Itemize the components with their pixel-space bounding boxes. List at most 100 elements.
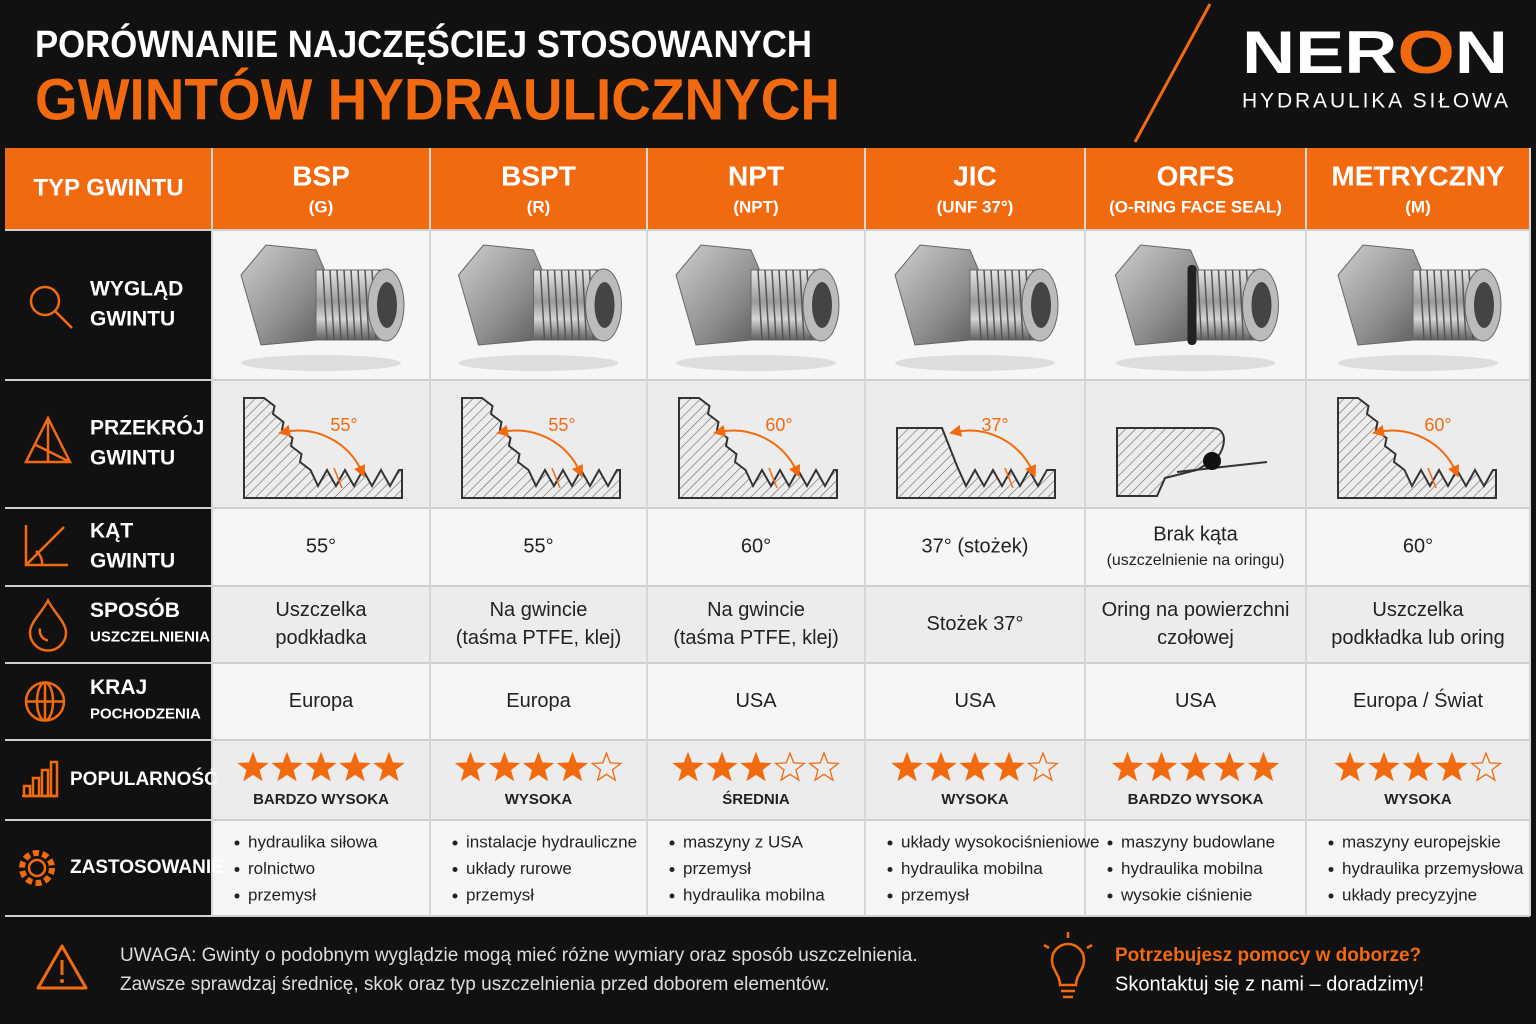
application: hydraulika mobilna: [683, 885, 825, 904]
star-filled: [1436, 751, 1468, 782]
row-label: KRAJ: [90, 676, 147, 699]
icon-stroke: [49, 760, 59, 798]
bullet: [452, 867, 458, 872]
title-line-2: GWINTÓW HYDRAULICZNYCH: [35, 67, 840, 132]
row-label: PRZEKRÓJ: [90, 416, 204, 440]
angle-arc: [496, 424, 584, 478]
row-bg: [212, 380, 1530, 508]
fitting-shadow: [241, 355, 401, 371]
column-name: NPT: [728, 160, 784, 191]
row-label: SPOSÓB: [90, 598, 180, 622]
header-cell: [5, 148, 1530, 230]
thread-line: [1433, 269, 1439, 341]
brand-end: N: [1455, 19, 1508, 86]
thread-line: [581, 269, 588, 341]
thread-line: [322, 269, 328, 341]
thread-line: [1440, 269, 1446, 341]
star-filled: [373, 751, 405, 782]
bullet: [234, 840, 240, 846]
cross-section: [243, 397, 403, 499]
fitting-bore: [1474, 282, 1494, 328]
thread-line: [792, 269, 798, 341]
row-label: POPULARNOŚĆ: [70, 768, 218, 790]
star-filled: [339, 751, 371, 782]
fitting-shadow: [895, 355, 1055, 371]
column-name: METRYCZNY: [1331, 160, 1505, 191]
origin: USA: [735, 690, 777, 712]
bullet: [234, 893, 240, 899]
star-empty: [1026, 751, 1060, 782]
row-bg: [212, 230, 1530, 380]
bullet: [1107, 840, 1113, 846]
star-filled: [454, 751, 487, 782]
icon-stroke: [23, 415, 73, 464]
thread-line: [1217, 269, 1224, 341]
thread-line: [778, 269, 784, 341]
star-filled: [706, 751, 738, 782]
row-bg: [212, 586, 1530, 663]
sealing: Uszczelka: [1372, 599, 1464, 621]
column-name: BSP: [292, 160, 350, 191]
icon-stroke: [28, 597, 68, 652]
application: maszyny budowlane: [1121, 832, 1275, 851]
section-oring: [1203, 452, 1221, 470]
thread-line: [1203, 269, 1210, 341]
thread-line: [976, 269, 982, 341]
row-label-cell: [5, 586, 212, 663]
popularity-label: ŚREDNIA: [722, 790, 790, 808]
thread-line: [1011, 269, 1017, 341]
angle-arc: [713, 424, 801, 478]
row-icon: [23, 415, 73, 464]
thread-line: [560, 269, 567, 341]
popularity-label: WYSOKA: [941, 791, 1009, 808]
thread-line: [1447, 269, 1453, 341]
help-question: Potrzebujesz pomocy w doborze?: [1115, 945, 1421, 966]
title-line-1: PORÓWNANIE NAJCZĘŚCIEJ STOSOWANYCH: [35, 22, 812, 66]
thread-line: [983, 269, 989, 341]
accent-line: [1133, 3, 1212, 143]
star-filled: [522, 751, 555, 782]
thread-line: [785, 269, 791, 341]
row-bg: [212, 663, 1530, 740]
thread-angle: (uszczelnienie na oringu): [1107, 552, 1285, 569]
thread-angle: 60°: [1403, 535, 1433, 557]
cross-section: [461, 397, 621, 499]
thread-line: [990, 269, 996, 341]
row-label: USZCZELNIENIA: [90, 628, 210, 645]
application: układy wysokociśnieniowe: [901, 832, 1099, 851]
star-empty: [773, 751, 807, 782]
fitting-image: [240, 244, 405, 371]
sealing: podkładka lub oring: [1331, 627, 1504, 649]
thread-line: [343, 269, 349, 341]
fitting-image: [894, 244, 1059, 371]
star-filled: [993, 751, 1025, 782]
star-rating: [1111, 751, 1280, 782]
bullet: [1328, 840, 1334, 846]
application: hydraulika mobilna: [901, 859, 1043, 878]
brand: NER O N: [1242, 19, 1508, 86]
section-body: [1116, 427, 1225, 497]
application: przemysł: [901, 885, 969, 904]
origin: Europa / Świat: [1353, 688, 1484, 712]
row-icon: [28, 597, 68, 652]
application: hydraulika przemysłowa: [1342, 859, 1524, 878]
fitting-bore: [377, 282, 397, 328]
row-bg: [212, 820, 1530, 916]
row-icon: [24, 525, 68, 567]
popularity-label: WYSOKA: [1384, 791, 1452, 808]
row-icon: [24, 681, 66, 722]
thread-line: [329, 269, 335, 341]
bullet: [669, 893, 675, 899]
sealing: (taśma PTFE, klej): [456, 627, 622, 649]
thread-angle: 55°: [306, 535, 336, 557]
bullet: [452, 893, 458, 899]
icon-stroke: [54, 310, 73, 329]
star-filled: [305, 751, 337, 782]
fitting-image: [1337, 244, 1502, 371]
row-label: WYGLĄD: [90, 278, 183, 301]
bullet: [452, 840, 458, 846]
thread-line: [1419, 269, 1425, 341]
application: układy rurowe: [466, 859, 572, 878]
